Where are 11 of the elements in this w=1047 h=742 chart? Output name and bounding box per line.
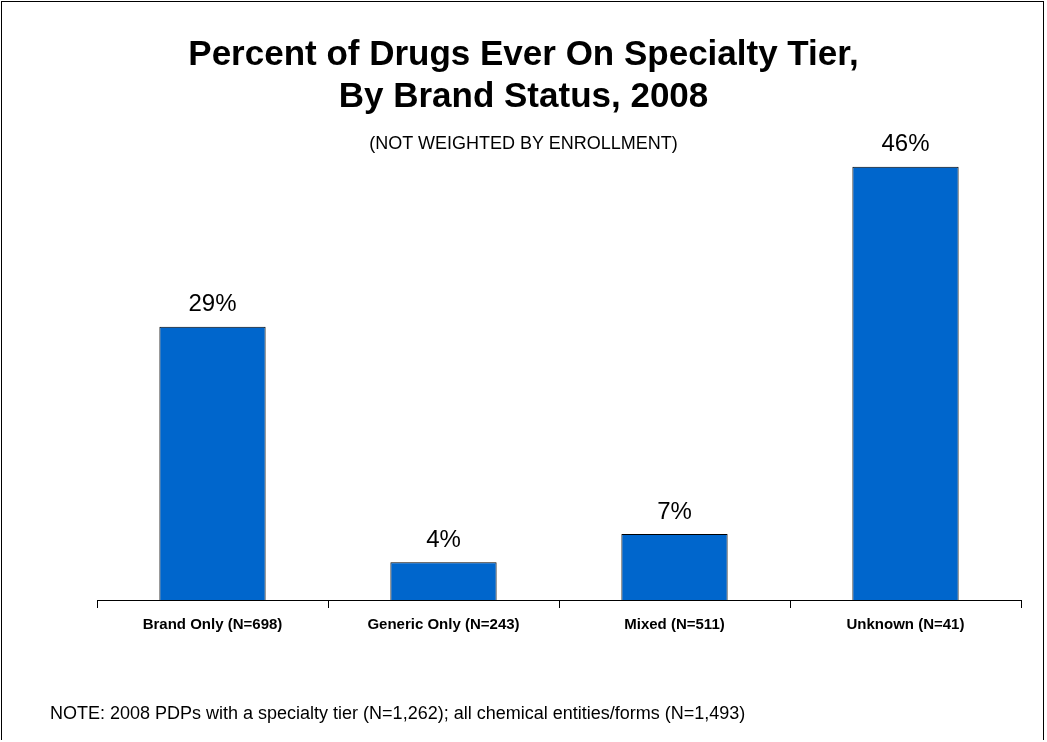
x-tick-label: Unknown (N=41) [846, 615, 965, 633]
data-label: 4% [426, 524, 461, 552]
x-tick-label: Mixed (N=511) [624, 615, 725, 633]
data-label: 29% [188, 289, 237, 317]
x-tick-label: Generic Only (N=243) [367, 615, 520, 633]
chart-subtitle: (NOT WEIGHTED BY ENROLLMENT) [369, 133, 678, 153]
data-label: 46% [881, 129, 930, 157]
chart-title: Percent of Drugs Ever On Specialty Tier, By Brand Status, 2008 [187, 32, 860, 116]
text: NOTE: 2008 PDPs with a specialty tier (N=1,262); all chemical entities/forms (N=1,493) [50, 703, 746, 724]
data-label: 7% [657, 496, 692, 524]
x-tick-label: Brand Only (N=698) [142, 615, 283, 633]
